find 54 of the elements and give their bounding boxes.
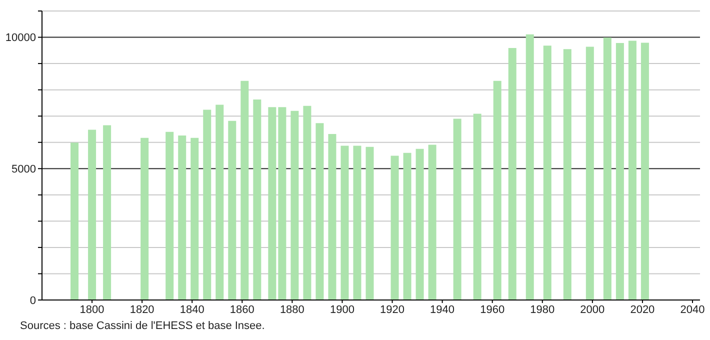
bar	[268, 107, 276, 300]
source-note: Sources : base Cassini de l'EHESS et base Insee.	[20, 320, 265, 332]
bar	[328, 134, 336, 300]
bar	[473, 114, 482, 300]
bar	[453, 118, 462, 300]
x-tick-label: 1940	[430, 304, 455, 316]
bar	[166, 132, 174, 300]
x-tick-label: 1880	[280, 304, 304, 316]
bar	[240, 80, 249, 300]
x-tick-label: 1840	[180, 304, 204, 316]
bar	[178, 136, 186, 300]
bar	[203, 110, 212, 300]
bar	[340, 146, 349, 300]
bar	[228, 120, 236, 300]
bar	[640, 42, 649, 300]
bar	[428, 144, 436, 300]
bar	[70, 142, 79, 300]
bar	[526, 34, 534, 300]
bar	[216, 104, 224, 300]
bar	[366, 146, 374, 300]
x-tick-label: 2020	[630, 304, 655, 316]
bar	[563, 49, 572, 300]
bar	[586, 46, 594, 300]
bar	[543, 46, 552, 300]
bar	[103, 125, 112, 300]
bar	[508, 48, 516, 300]
bar	[603, 38, 612, 300]
y-tick-label: 0	[30, 294, 36, 307]
x-tick-label: 2000	[580, 304, 605, 316]
bar	[616, 43, 624, 300]
y-tick-label: 5000	[12, 164, 36, 176]
bar	[403, 152, 412, 300]
x-tick-label: 1900	[330, 304, 354, 316]
bar	[316, 123, 324, 300]
x-tick-label: 1860	[230, 304, 254, 316]
bar	[290, 110, 299, 300]
bar	[253, 100, 262, 300]
bar	[278, 107, 286, 300]
x-tick-label: 1980	[530, 304, 555, 316]
bar	[88, 130, 96, 300]
bar	[303, 106, 312, 300]
x-tick-label: 1820	[130, 304, 154, 316]
bar	[140, 138, 149, 300]
bar	[416, 148, 424, 300]
x-tick-label: 1960	[480, 304, 505, 316]
x-tick-label: 1800	[80, 304, 104, 316]
bar	[628, 40, 636, 300]
x-tick-label: 2040	[680, 304, 705, 316]
bar	[190, 138, 199, 300]
bar	[353, 146, 362, 300]
bar	[390, 156, 399, 300]
y-tick-label: 10000	[5, 32, 36, 44]
x-tick-label: 1920	[380, 304, 405, 316]
bar	[493, 80, 502, 300]
